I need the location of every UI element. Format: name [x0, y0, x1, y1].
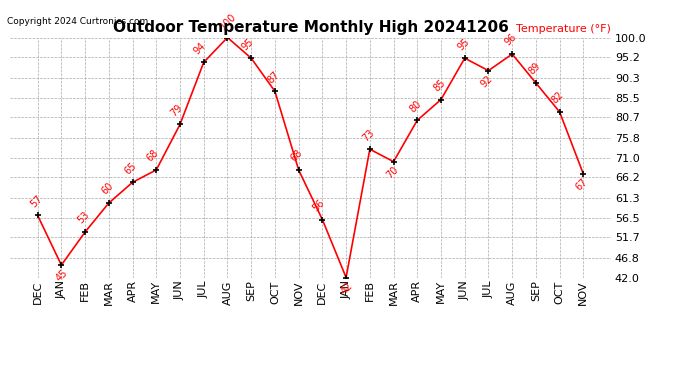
- Text: 53: 53: [76, 210, 91, 226]
- Text: 100: 100: [218, 11, 238, 31]
- Text: 70: 70: [384, 164, 400, 180]
- Text: 87: 87: [266, 69, 282, 85]
- Text: 65: 65: [123, 160, 139, 176]
- Text: 80: 80: [408, 98, 424, 114]
- Text: 56: 56: [310, 198, 326, 213]
- Text: 60: 60: [99, 181, 115, 197]
- Text: 85: 85: [431, 78, 447, 93]
- Text: 73: 73: [360, 127, 376, 143]
- Text: 79: 79: [168, 102, 184, 118]
- Text: 68: 68: [289, 148, 305, 164]
- Text: 45: 45: [55, 268, 70, 284]
- Text: Copyright 2024 Curtronics.com: Copyright 2024 Curtronics.com: [7, 17, 148, 26]
- Text: 94: 94: [192, 40, 208, 56]
- Text: 82: 82: [550, 90, 566, 106]
- Text: 67: 67: [574, 177, 590, 193]
- Text: Temperature (°F): Temperature (°F): [515, 24, 611, 34]
- Title: Outdoor Temperature Monthly High 20241206: Outdoor Temperature Monthly High 2024120…: [112, 20, 509, 35]
- Text: 95: 95: [239, 36, 255, 52]
- Text: 68: 68: [144, 148, 160, 164]
- Text: 95: 95: [455, 36, 471, 52]
- Text: 92: 92: [479, 74, 495, 89]
- Text: 96: 96: [503, 32, 518, 48]
- Text: 42: 42: [339, 280, 355, 296]
- Text: 57: 57: [28, 194, 44, 209]
- Text: 89: 89: [526, 61, 542, 77]
